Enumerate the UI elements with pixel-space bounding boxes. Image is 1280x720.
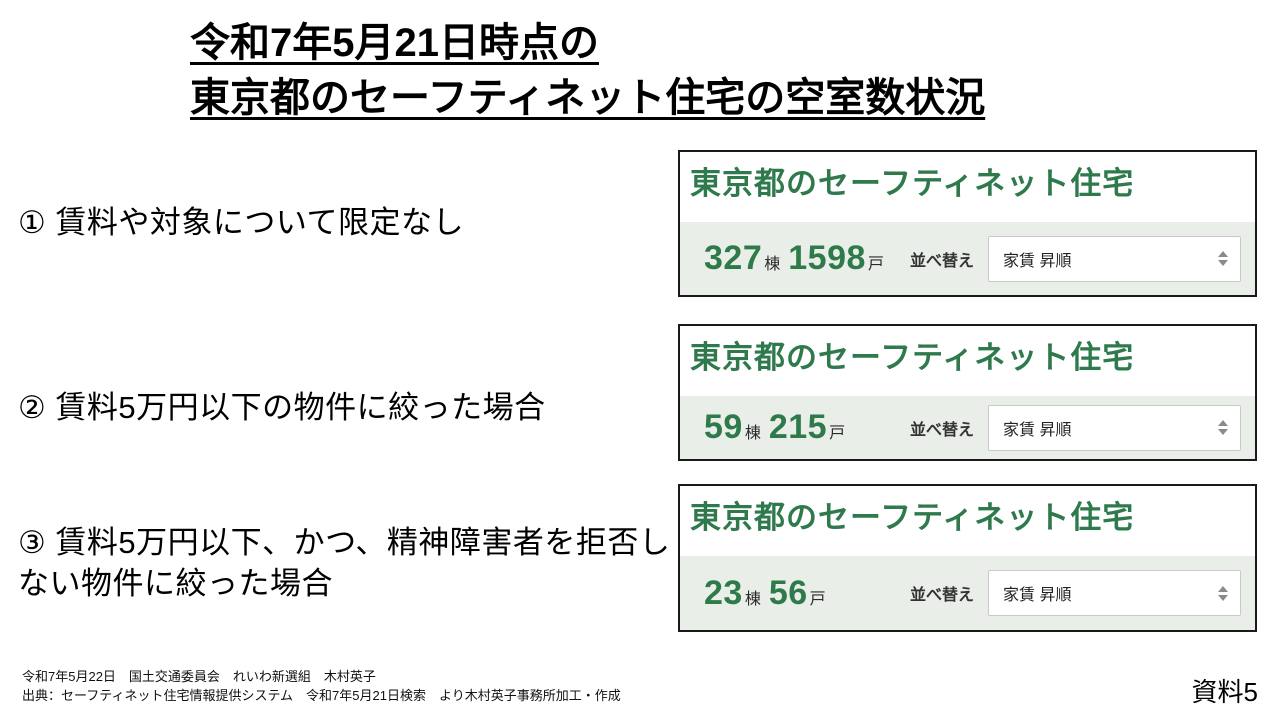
sort-selected-value: 家賃 昇順 — [1003, 587, 1072, 604]
buildings-count: 327 — [704, 239, 763, 277]
sort-order-select[interactable]: 家賃 昇順 — [988, 570, 1241, 616]
rooms-unit: 戸 — [867, 256, 884, 273]
panel-stats-band: 327 棟 1598 戸 並べ替え 家賃 昇順 — [680, 222, 1255, 295]
condition-item-2: ② 賃料5万円以下の物件に絞った場合 — [18, 390, 546, 425]
page-title-line1: 令和7年5月21日時点の — [190, 21, 599, 65]
result-panel-under-50k-no-refusal: 東京都のセーフティネット住宅 23 棟 56 戸 並べ替え 家賃 昇順 — [678, 484, 1257, 632]
buildings-count: 59 — [704, 408, 743, 446]
footer-line1: 令和7年5月22日 国土交通委員会 れいわ新選組 木村英子 — [22, 669, 376, 684]
sort-selected-value: 家賃 昇順 — [1003, 421, 1072, 439]
result-panel-under-50k: 東京都のセーフティネット住宅 59 棟 215 戸 並べ替え 家賃 昇順 — [678, 324, 1257, 461]
sort-spinner-icon — [1218, 420, 1228, 435]
panel-stats-band: 59 棟 215 戸 並べ替え 家賃 昇順 — [680, 396, 1255, 459]
sort-control: 並べ替え 家賃 昇順 — [909, 404, 1241, 451]
sort-control: 並べ替え 家賃 昇順 — [910, 570, 1241, 616]
condition-item-1: ① 賃料や対象について限定なし — [18, 205, 464, 240]
rooms-count: 215 — [768, 408, 828, 446]
sort-label: 並べ替え — [909, 252, 974, 270]
result-panel-all: 東京都のセーフティネット住宅 327 棟 1598 戸 並べ替え 家賃 昇順 — [678, 150, 1257, 297]
rooms-count: 56 — [768, 573, 808, 612]
panel-heading: 東京都のセーフティネット住宅 — [690, 340, 1135, 375]
document-number: 資料5 — [1191, 677, 1258, 707]
page-title: 令和7年5月21日時点の 東京都のセーフティネット住宅の空室数状況 — [190, 16, 985, 126]
buildings-unit: 棟 — [744, 590, 761, 608]
rooms-unit: 戸 — [829, 425, 846, 442]
footer-line2: 出典：セーフティネット住宅情報提供システム 令和7年5月21日検索 より木村英子… — [22, 687, 621, 703]
rooms-unit: 戸 — [809, 590, 826, 608]
sort-label: 並べ替え — [909, 421, 974, 439]
condition-item-3: ③ 賃料5万円以下、かつ、精神障害者を拒否しない物件に絞った場合 — [18, 525, 671, 601]
rooms-count: 1598 — [788, 239, 866, 277]
buildings-count: 23 — [704, 573, 743, 612]
sort-label: 並べ替え — [909, 587, 974, 604]
panel-heading: 東京都のセーフティネット住宅 — [690, 500, 1135, 535]
footer-attribution: 令和7年5月22日 国土交通委員会 れいわ新選組 木村英子 出典：セーフティネッ… — [22, 668, 621, 706]
sort-spinner-icon — [1218, 585, 1228, 601]
vacancy-counts: 23 棟 56 戸 — [704, 574, 826, 613]
panel-heading: 東京都のセーフティネット住宅 — [690, 166, 1135, 201]
panel-stats-band: 23 棟 56 戸 並べ替え 家賃 昇順 — [680, 556, 1255, 630]
vacancy-counts: 327 棟 1598 戸 — [704, 239, 884, 278]
buildings-unit: 棟 — [764, 256, 781, 273]
page-title-line2: 東京都のセーフティネット住宅の空室数状況 — [190, 76, 986, 121]
sort-order-select[interactable]: 家賃 昇順 — [988, 404, 1241, 451]
vacancy-counts: 59 棟 215 戸 — [704, 408, 845, 447]
sort-selected-value: 家賃 昇順 — [1003, 252, 1072, 270]
sort-order-select[interactable]: 家賃 昇順 — [988, 235, 1241, 282]
buildings-unit: 棟 — [744, 425, 761, 442]
sort-control: 並べ替え 家賃 昇順 — [909, 235, 1241, 282]
sort-spinner-icon — [1218, 251, 1228, 266]
